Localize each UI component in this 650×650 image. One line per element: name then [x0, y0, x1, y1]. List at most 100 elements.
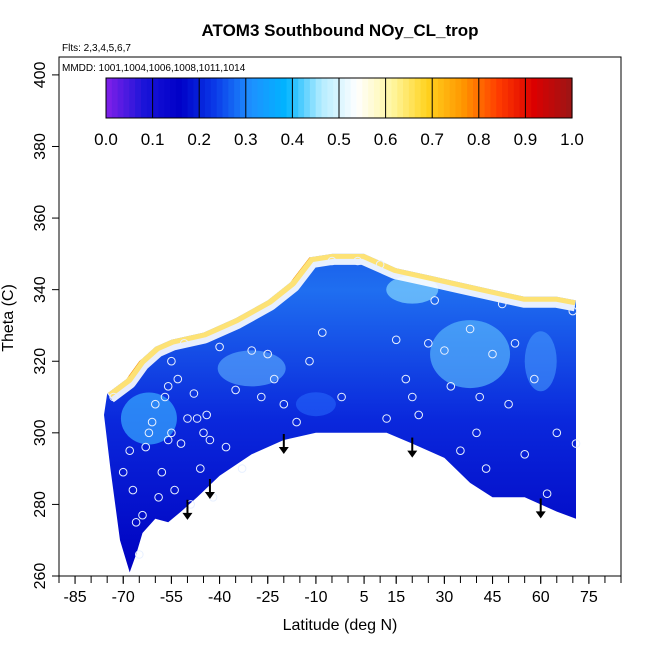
sample-point: [135, 550, 144, 559]
y-tick-label: 340: [32, 276, 49, 303]
arrow-head: [278, 446, 289, 454]
arrow-head: [204, 491, 215, 499]
colorbar-segment: [280, 78, 288, 118]
colorbar-segment: [478, 78, 486, 118]
arrow-head: [535, 511, 546, 519]
y-tick-label: 320: [32, 348, 49, 375]
colorbar-tick-label: 0.3: [234, 130, 258, 149]
sample-point: [144, 428, 154, 438]
colorbar-segment: [216, 78, 224, 118]
sample-point: [167, 428, 176, 438]
y-tick-label: 360: [32, 205, 49, 232]
colorbar-segment: [181, 78, 189, 118]
x-tick-label: -85: [63, 589, 86, 606]
colorbar-segment: [123, 78, 130, 118]
field-patch: [217, 350, 286, 387]
colorbar-segment: [408, 78, 416, 118]
sample-point: [475, 392, 485, 402]
colorbar-segment: [519, 78, 526, 118]
sample-point: [154, 493, 163, 502]
y-axis: 260 280 300 320 340 360 380 400: [32, 61, 59, 589]
colorbar-segment: [321, 78, 328, 118]
sample-point: [247, 346, 256, 355]
colorbar-segment: [560, 78, 567, 118]
colorbar-segment: [432, 78, 439, 118]
colorbar-tick-label: 0.1: [141, 130, 165, 149]
y-axis-label: Theta (C): [0, 284, 17, 352]
sample-point: [497, 299, 507, 309]
sample-point: [318, 328, 327, 337]
colorbar-segment: [379, 78, 387, 118]
colorbar-segment: [309, 78, 317, 118]
y-tick-label: 400: [32, 61, 49, 88]
chart-title: ATOM3 Southbound NOy_CL_trop: [201, 21, 478, 40]
sample-point: [141, 442, 150, 452]
sample-point: [481, 464, 491, 473]
colorbar-segment: [117, 78, 125, 118]
colorbar-segment: [106, 78, 113, 118]
colorbar-segment: [566, 78, 573, 118]
field-patch: [524, 331, 557, 392]
sample-point: [170, 485, 179, 495]
dates-note: MMDD: 1001,1004,1006,1008,1011,1014: [62, 63, 246, 74]
colorbar-segment: [461, 78, 468, 118]
colorbar-tick-label: 0.0: [94, 130, 118, 149]
colorbar-segment: [467, 78, 474, 118]
sample-point: [125, 446, 134, 456]
colorbar-segment: [507, 78, 515, 118]
sample-point: [520, 450, 530, 459]
colorbar-segment: [263, 78, 270, 118]
colorbar-segment: [205, 78, 212, 118]
x-tick-label: -10: [304, 589, 327, 606]
sample-point: [542, 489, 552, 499]
sample-point: [131, 518, 141, 527]
colorbar-segment: [140, 78, 148, 118]
sample-point: [192, 414, 202, 423]
colorbar-segment: [187, 78, 194, 118]
colorbar-segment: [350, 78, 358, 118]
colorbar-segment: [525, 78, 532, 118]
sample-point: [199, 428, 208, 438]
colorbar-segment: [170, 78, 177, 118]
colorbar-tick-label: 0.7: [420, 130, 444, 149]
colorbar-segment: [158, 78, 165, 118]
sample-point: [571, 439, 581, 448]
sample-point: [401, 374, 411, 384]
colorbar-segment: [472, 78, 480, 118]
sample-point: [202, 410, 211, 420]
colorbar-segment: [257, 78, 264, 118]
colorbar-tick-label: 0.5: [327, 130, 351, 149]
colorbar-segment: [484, 78, 492, 118]
sample-point: [424, 339, 433, 348]
sample-point: [446, 382, 456, 391]
x-tick-label: -25: [256, 589, 279, 606]
sample-point: [221, 442, 231, 452]
colorbar-segment: [496, 78, 503, 118]
x-tick-label: -70: [112, 589, 135, 606]
sample-point: [173, 374, 183, 384]
colorbar-segment: [269, 78, 276, 118]
sample-point: [414, 410, 424, 420]
sample-point: [465, 324, 475, 334]
sample-point: [472, 428, 481, 438]
sample-point: [118, 467, 128, 477]
colorbar-segment: [537, 78, 544, 118]
sample-point: [163, 435, 173, 445]
sample-point: [160, 392, 170, 402]
colorbar-segment: [333, 78, 340, 118]
x-tick-label: 30: [435, 589, 453, 606]
colorbar-tick-label: 0.8: [467, 130, 491, 149]
colorbar-segment: [274, 78, 282, 118]
flights-note: Flts: 2,3,4,5,6,7: [62, 43, 131, 54]
colorbar-segment: [542, 78, 550, 118]
colorbar-segment: [135, 78, 142, 118]
sample-point: [163, 382, 173, 391]
colorbar-tick-label: 0.6: [374, 130, 398, 149]
colorbar-segment: [344, 78, 352, 118]
sample-point: [179, 339, 189, 348]
colorbar-segment: [164, 78, 171, 118]
colorbar-segment: [210, 78, 218, 118]
sample-point: [440, 346, 449, 355]
sample-point: [183, 414, 192, 423]
colorbar-segment: [403, 78, 410, 118]
